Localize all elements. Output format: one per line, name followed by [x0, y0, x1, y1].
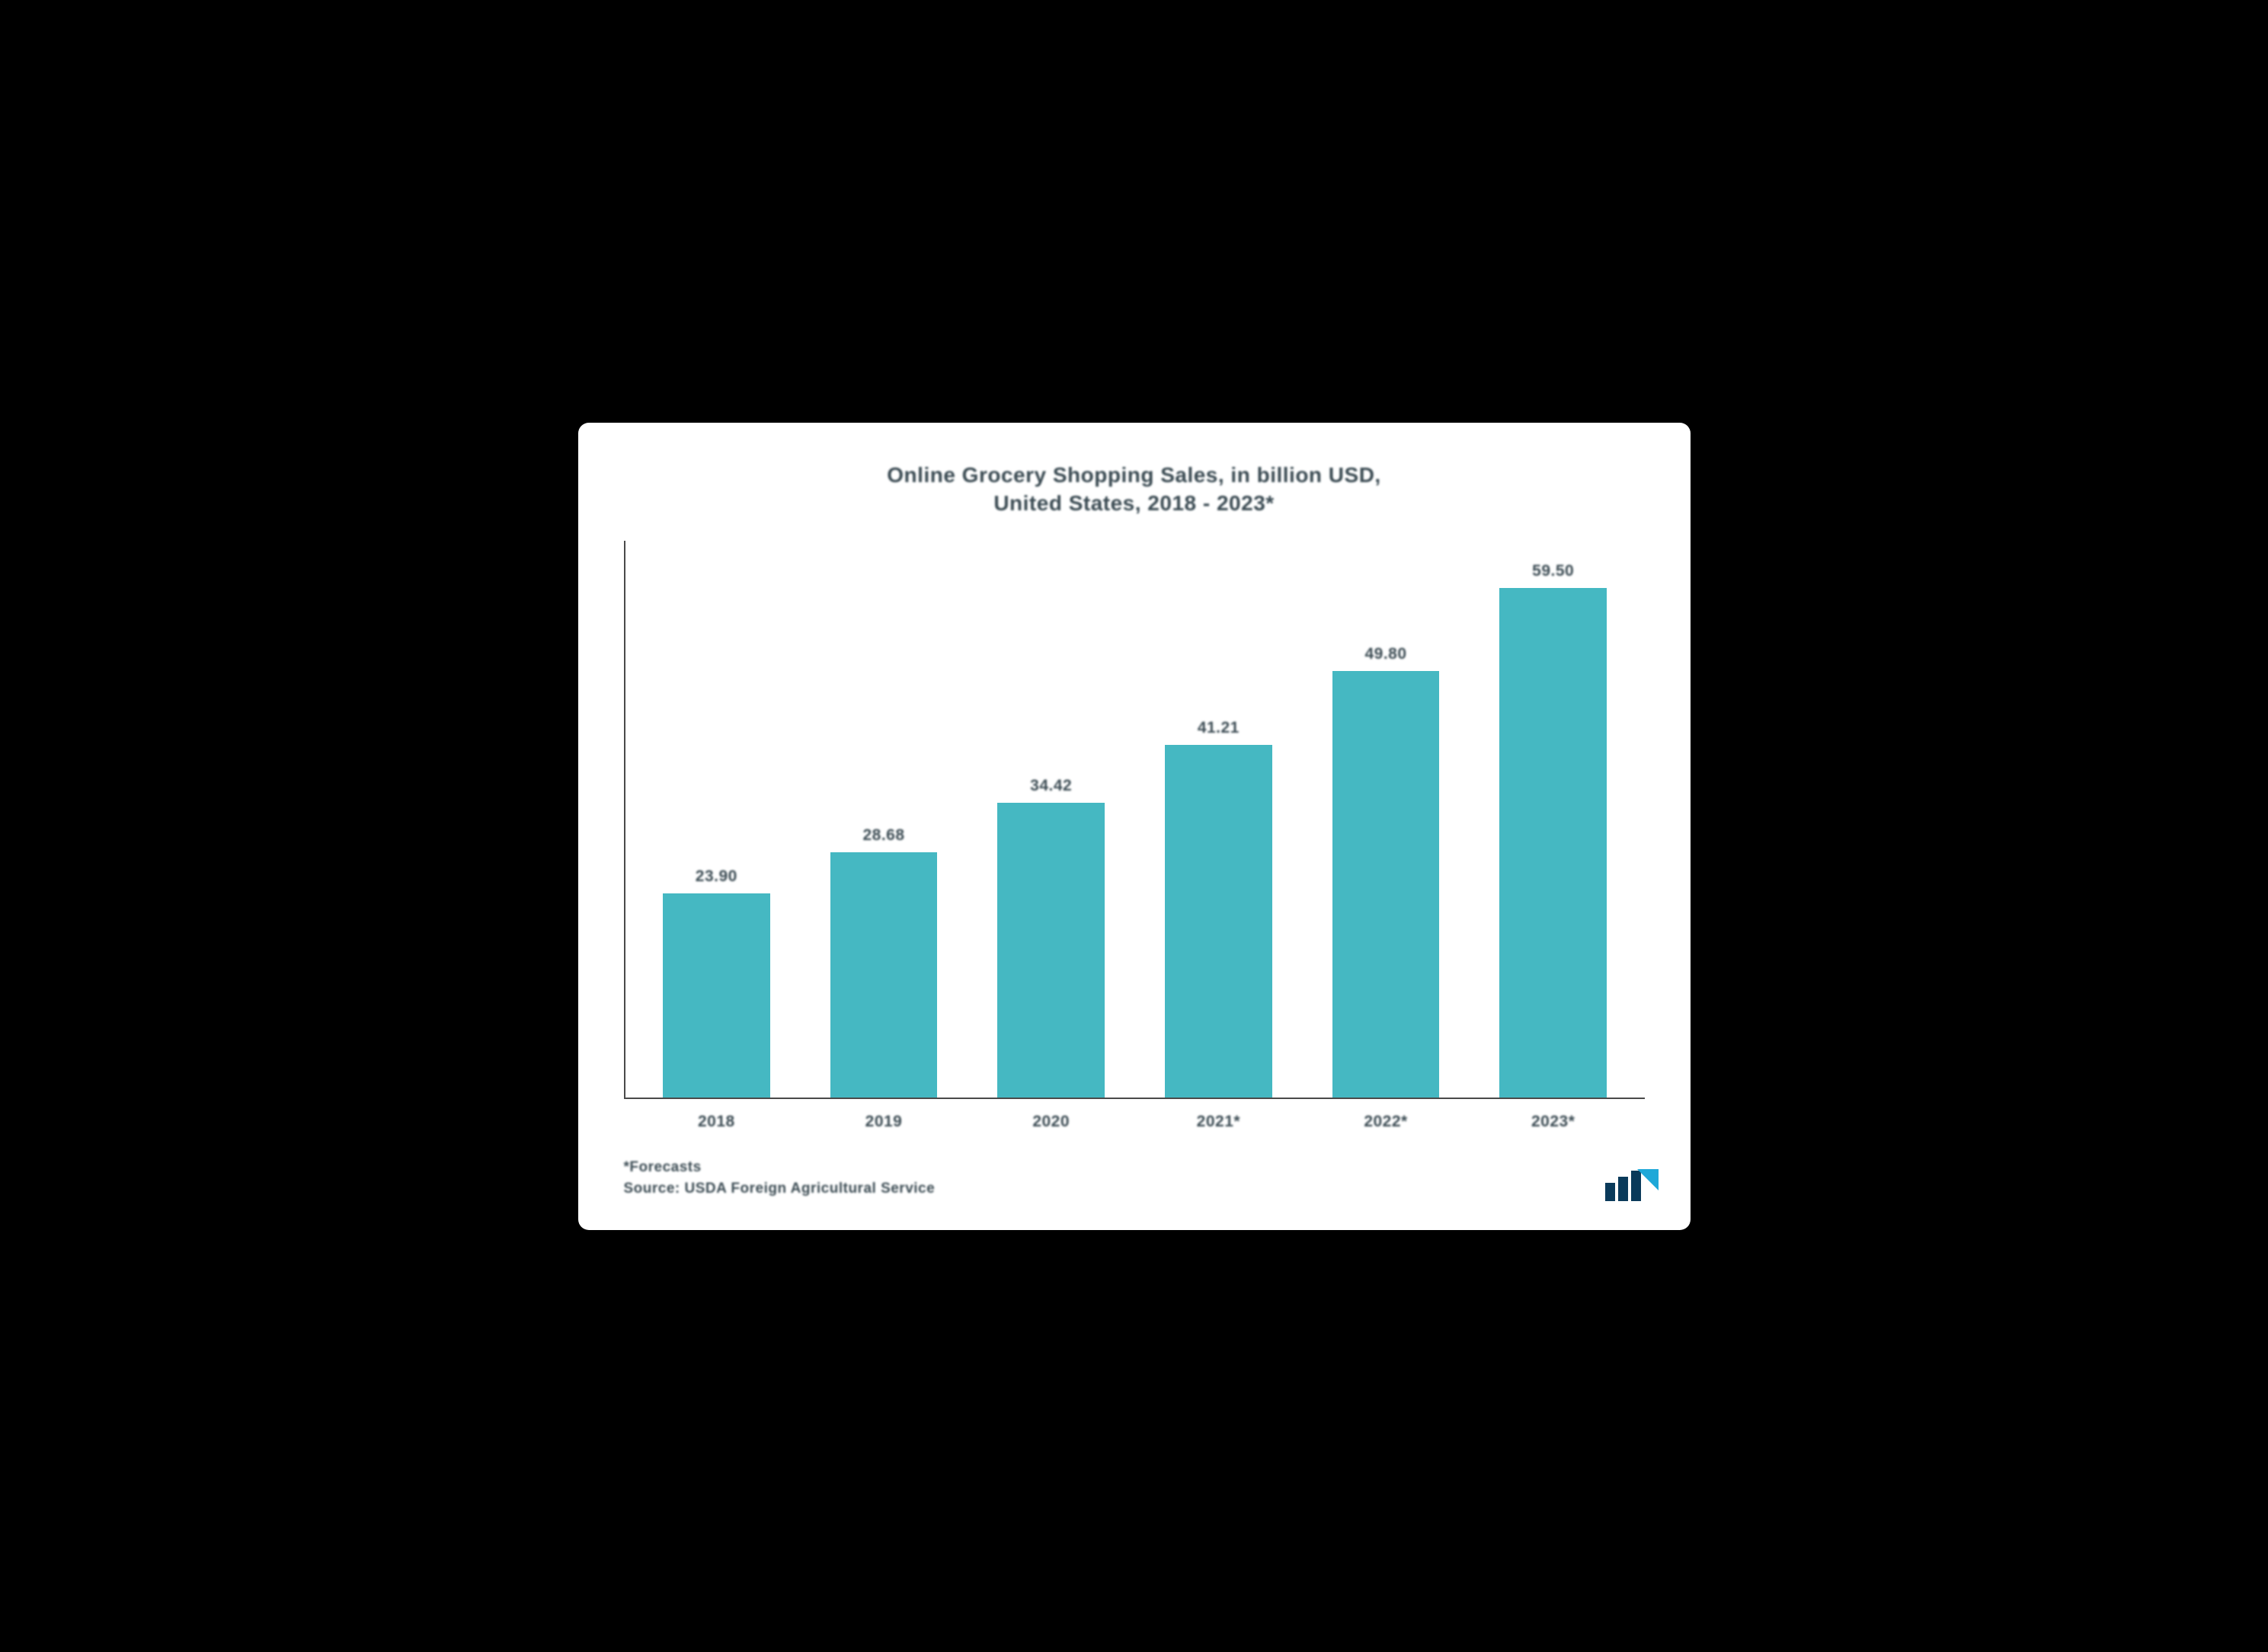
x-axis-label: 2019 [800, 1113, 968, 1131]
bar [1332, 671, 1440, 1098]
chart-title-line-2: United States, 2018 - 2023* [624, 489, 1645, 518]
bar [663, 893, 770, 1098]
bar-value-label: 41.21 [1198, 719, 1240, 737]
plot-wrap: 23.9028.6834.4241.2149.8059.50 201820192… [624, 541, 1645, 1131]
bar [1499, 588, 1607, 1098]
chart-title: Online Grocery Shopping Sales, in billio… [624, 461, 1645, 519]
x-axis-label: 2021* [1135, 1113, 1303, 1131]
bar-value-label: 34.42 [1030, 777, 1072, 795]
x-axis-label: 2023* [1470, 1113, 1637, 1131]
bar [830, 852, 938, 1098]
x-axis-label: 2018 [633, 1113, 801, 1131]
bar-column: 41.21 [1135, 541, 1303, 1098]
footer-notes: *Forecasts Source: USDA Foreign Agricult… [624, 1157, 1645, 1199]
brand-logo-icon [1602, 1168, 1660, 1203]
forecasts-footnote: *Forecasts [624, 1157, 1645, 1178]
bar-value-label: 59.50 [1532, 562, 1574, 580]
chart-title-line-1: Online Grocery Shopping Sales, in billio… [624, 461, 1645, 490]
bars-container: 23.90 28.68 34.42 41.21 49.80 59.50 [625, 541, 1645, 1098]
bar-value-label: 49.80 [1364, 645, 1406, 663]
bar-column: 59.50 [1470, 541, 1637, 1098]
bar [1165, 745, 1272, 1098]
bar-column: 23.90 [633, 541, 801, 1098]
x-axis-labels: 2018201920202021*2022*2023* [625, 1099, 1645, 1131]
x-axis-label: 2020 [968, 1113, 1135, 1131]
x-axis-label: 2022* [1302, 1113, 1470, 1131]
plot-area: 23.90 28.68 34.42 41.21 49.80 59.50 [624, 541, 1645, 1099]
bar-column: 28.68 [800, 541, 968, 1098]
chart-card: Online Grocery Shopping Sales, in billio… [578, 423, 1691, 1230]
bar-value-label: 23.90 [696, 868, 737, 886]
bar [997, 803, 1105, 1098]
bar-value-label: 28.68 [862, 826, 904, 845]
source-footnote: Source: USDA Foreign Agricultural Servic… [624, 1178, 1645, 1200]
bar-column: 49.80 [1302, 541, 1470, 1098]
bar-column: 34.42 [968, 541, 1135, 1098]
